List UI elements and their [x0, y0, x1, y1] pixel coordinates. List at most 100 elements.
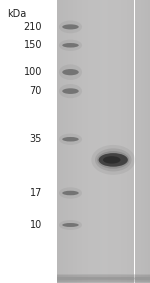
- Bar: [65, 0, 66, 283]
- Bar: [57, 274, 150, 278]
- Bar: [148, 0, 150, 283]
- Bar: [79, 0, 80, 283]
- Bar: [57, 274, 150, 278]
- Bar: [57, 275, 150, 280]
- Bar: [57, 275, 150, 280]
- Bar: [57, 278, 150, 283]
- Bar: [57, 276, 150, 281]
- Text: 70: 70: [30, 86, 42, 96]
- Text: 210: 210: [24, 22, 42, 32]
- Text: 10: 10: [30, 220, 42, 230]
- Bar: [96, 0, 97, 283]
- Bar: [113, 0, 114, 283]
- Bar: [57, 276, 150, 281]
- Bar: [57, 278, 150, 283]
- Bar: [119, 0, 121, 283]
- Bar: [63, 0, 65, 283]
- Bar: [82, 0, 83, 283]
- Bar: [131, 0, 133, 283]
- Bar: [110, 0, 111, 283]
- Bar: [69, 0, 71, 283]
- Bar: [57, 275, 150, 280]
- Ellipse shape: [62, 24, 79, 29]
- Bar: [85, 0, 86, 283]
- Bar: [57, 276, 150, 280]
- Bar: [142, 0, 144, 283]
- Ellipse shape: [103, 156, 121, 164]
- Bar: [80, 0, 82, 283]
- Bar: [130, 0, 131, 283]
- Bar: [141, 0, 142, 283]
- Bar: [124, 0, 125, 283]
- Bar: [57, 277, 150, 282]
- Bar: [138, 0, 139, 283]
- Bar: [111, 0, 113, 283]
- Ellipse shape: [62, 69, 79, 75]
- Text: kDa: kDa: [8, 9, 27, 19]
- Bar: [57, 276, 150, 281]
- Bar: [83, 0, 85, 283]
- Bar: [57, 274, 150, 278]
- Bar: [117, 0, 119, 283]
- Ellipse shape: [91, 145, 135, 175]
- Bar: [57, 274, 150, 279]
- Bar: [57, 274, 150, 279]
- Ellipse shape: [62, 137, 79, 142]
- Bar: [57, 275, 150, 280]
- Bar: [114, 0, 116, 283]
- Bar: [57, 275, 150, 280]
- Ellipse shape: [59, 20, 82, 33]
- Bar: [125, 0, 127, 283]
- Bar: [57, 277, 150, 282]
- Bar: [108, 0, 110, 283]
- Bar: [57, 278, 150, 283]
- Bar: [57, 278, 150, 282]
- Bar: [57, 277, 150, 281]
- Ellipse shape: [59, 220, 82, 230]
- Bar: [57, 276, 150, 281]
- Bar: [147, 0, 148, 283]
- Bar: [135, 0, 136, 283]
- Ellipse shape: [62, 223, 79, 227]
- Bar: [57, 0, 58, 283]
- Bar: [76, 0, 77, 283]
- Bar: [57, 277, 150, 282]
- Bar: [57, 277, 150, 282]
- Text: 17: 17: [30, 188, 42, 198]
- Bar: [139, 0, 141, 283]
- Bar: [57, 275, 150, 279]
- Bar: [122, 0, 124, 283]
- Bar: [57, 276, 150, 281]
- Bar: [57, 278, 150, 282]
- Bar: [86, 0, 88, 283]
- Bar: [91, 0, 93, 283]
- Bar: [57, 274, 150, 279]
- Bar: [57, 276, 150, 281]
- Bar: [57, 278, 150, 282]
- Bar: [57, 277, 150, 281]
- Bar: [57, 276, 150, 281]
- Bar: [57, 278, 150, 283]
- Bar: [57, 275, 150, 280]
- Bar: [71, 0, 72, 283]
- Bar: [100, 0, 102, 283]
- Bar: [57, 276, 150, 281]
- Bar: [74, 0, 76, 283]
- Bar: [57, 276, 150, 280]
- Bar: [57, 277, 150, 282]
- Ellipse shape: [59, 64, 82, 80]
- Bar: [88, 0, 90, 283]
- Bar: [57, 275, 150, 279]
- Bar: [66, 0, 68, 283]
- Bar: [121, 0, 122, 283]
- Ellipse shape: [62, 43, 79, 48]
- Bar: [57, 275, 150, 280]
- Bar: [57, 276, 150, 280]
- Ellipse shape: [59, 84, 82, 98]
- Bar: [97, 0, 99, 283]
- Bar: [68, 0, 69, 283]
- Bar: [93, 0, 94, 283]
- Bar: [107, 0, 108, 283]
- Bar: [145, 0, 147, 283]
- Ellipse shape: [99, 153, 128, 167]
